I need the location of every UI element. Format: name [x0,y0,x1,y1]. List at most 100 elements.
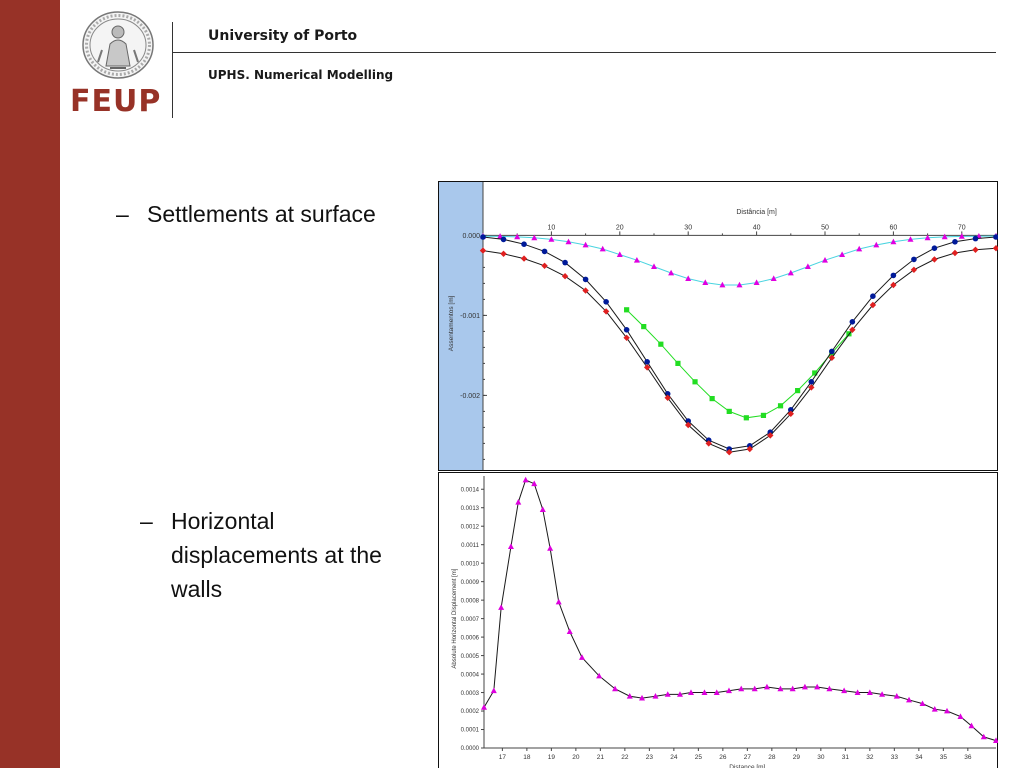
chart-frame [438,472,998,768]
data-point [968,722,975,729]
x-tick-group: 10 20 30 40 50 60 70 [516,224,997,236]
bullet-text-horizontal-displacements: Horizontal displacements at the walls [171,508,382,602]
data-point [849,326,856,333]
x-tick-label: 26 [719,754,727,761]
y-axis-label: Absolute Horizontal Displacement [m] [452,568,458,668]
sidebar-band [0,0,60,768]
data-point [726,408,732,414]
x-tick-label: 35 [940,754,948,761]
data-point [719,281,726,288]
x-tick-label: 18 [523,754,531,761]
data-point [498,604,505,610]
data-point [777,403,784,409]
data-point [480,234,486,240]
data-point [639,694,646,701]
data-point [688,689,695,695]
data-point [602,308,610,315]
data-point [919,700,926,707]
y-tick-label: 0.0001 [461,728,480,734]
header-horizontal-divider [172,52,996,53]
data-point [531,234,538,241]
data-point [890,272,897,279]
data-point [907,236,914,242]
data-point [548,236,555,242]
data-point [612,685,619,692]
data-point [804,263,811,269]
data-point [596,672,603,679]
data-point [582,276,589,283]
data-point [555,598,562,605]
university-title: University of Porto [208,28,358,44]
data-point [562,259,568,266]
y-tick-label: 0.0013 [461,506,480,512]
data-point [547,545,554,551]
university-seal-logo [82,11,154,79]
data-point [993,234,998,240]
data-point [873,241,880,248]
data-point [787,269,794,276]
x-tick-label: 20 [616,224,624,231]
data-point [856,245,863,252]
x-tick-label: 17 [499,754,507,761]
bullet-settlements: – Settlements at surface [116,197,436,233]
data-point [931,245,938,251]
x-tick-label: 21 [597,754,605,761]
y-tick-label: 0.0010 [461,561,480,567]
bullet-dash: – [116,201,129,227]
data-point [522,476,529,483]
data-point [507,543,514,549]
data-point [944,707,951,714]
data-point [705,440,712,447]
data-point [789,685,796,692]
data-point [839,251,846,257]
y-tick-label: 0.0011 [461,543,480,549]
x-tick-label: 60 [890,224,898,231]
data-point [566,628,573,634]
data-point [652,693,659,699]
data-point [692,379,698,385]
data-point [879,691,886,697]
y-tick-label: 0.0004 [461,672,480,678]
y-tick-label: 0.0012 [461,524,480,530]
data-point [972,246,979,253]
series-line [482,236,997,450]
data-point [738,685,745,692]
chart-frame [438,181,998,471]
x-tick-label: 34 [915,754,923,761]
data-point [481,704,487,710]
data-point [515,498,522,505]
data-point [941,233,948,240]
y-tick-label: 0.0009 [461,580,480,586]
header-vertical-divider [172,22,173,118]
y-tick-label: 0.0008 [461,598,480,604]
data-point [500,236,507,243]
data-point [822,257,828,263]
data-point [814,683,821,690]
data-point [801,683,808,690]
bullet-horizontal-displacements: – Horizontal displacements at the walls [140,504,400,614]
x-tick-label: 30 [817,754,825,761]
data-point [993,737,998,744]
data-point [490,687,497,694]
data-point [623,327,630,333]
data-point [701,689,708,695]
y-tick-label: 0.0003 [461,691,480,697]
y-tick-label: 0.0000 [461,746,480,752]
data-point [664,691,671,697]
data-point [753,279,760,285]
data-point [924,234,931,241]
data-point [854,689,861,695]
data-point [578,654,585,660]
series-line [626,309,850,419]
data-point [565,238,572,245]
data-point [725,687,732,694]
data-point [668,269,675,276]
data-point [906,696,913,703]
course-title: UPHS. Numerical Modelling [208,68,394,82]
data-point [890,281,897,289]
x-tick-label: 22 [621,754,629,761]
data-point [893,693,900,699]
data-point [812,370,818,376]
y-tick-label: -0.002 [460,393,480,400]
data-point [980,733,987,740]
